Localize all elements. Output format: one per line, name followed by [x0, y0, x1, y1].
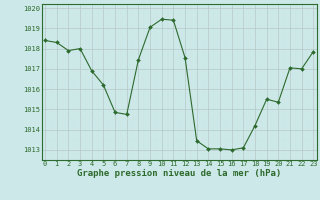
X-axis label: Graphe pression niveau de la mer (hPa): Graphe pression niveau de la mer (hPa) [77, 169, 281, 178]
